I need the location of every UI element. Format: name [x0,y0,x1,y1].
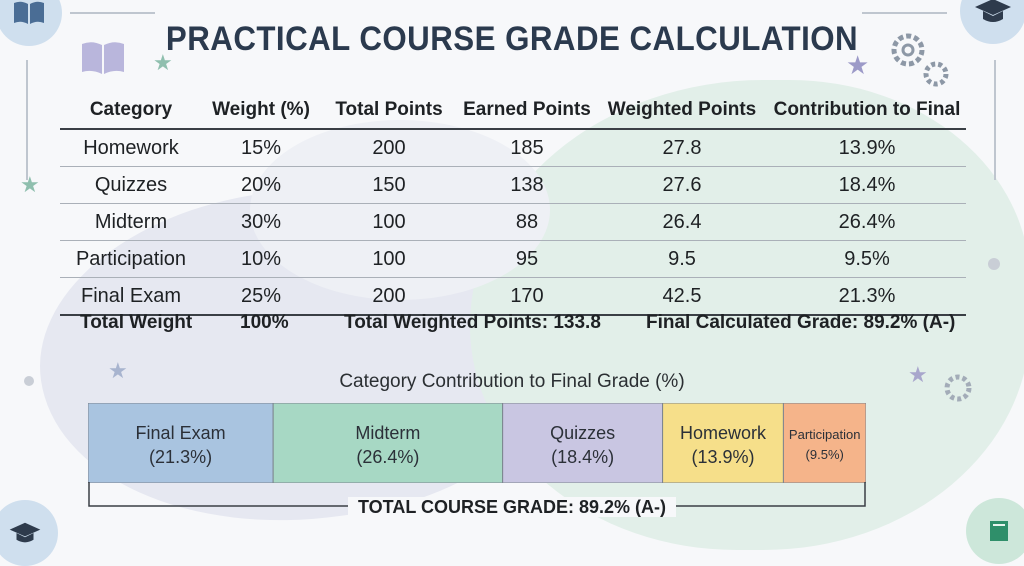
table-cell: Quizzes [60,166,202,204]
bar-segment-final-exam: Final Exam (21.3%) [88,403,274,483]
data-label: (26.4%) [356,447,419,467]
page-title: PRACTICAL COURSE GRADE CALCULATION [165,20,859,58]
table-cell: 9.5 [596,240,768,278]
table-cell: 185 [458,129,596,167]
column-header: Contribution to Final [768,92,966,130]
category-label: Quizzes [550,423,615,443]
data-label: (9.5%) [806,447,844,462]
data-label: (21.3%) [149,447,212,467]
bar-segment-quizzes: Quizzes (18.4%) [502,403,664,483]
table-cell: 100 [320,240,458,278]
dot [24,376,34,386]
table-cell: 100 [320,203,458,241]
total-weight-label: Total Weight [80,312,193,333]
table-row: Midterm 30% 100 88 26.4 26.4% [60,203,966,241]
total-weight-value: 100% [240,312,289,333]
totals-row: Total Weight 100% Total Weighted Points:… [60,306,966,340]
category-label: Participation [789,427,861,442]
table-cell: 170 [458,277,596,316]
table-row: Quizzes 20% 150 138 27.6 18.4% [60,166,966,204]
table-cell: 150 [320,166,458,204]
category-label: Midterm [355,423,420,443]
table-cell: 200 [320,277,458,316]
table-row: Participation 10% 100 95 9.5 9.5% [60,240,966,278]
table-cell: 200 [320,129,458,167]
bar [272,403,504,483]
star-icon: ★ [153,50,173,75]
category-label: Homework [680,423,767,443]
column-header: Total Points [320,92,458,130]
divider [994,60,996,180]
table-cell: Midterm [60,203,202,241]
table-cell: Final Exam [60,277,202,316]
bar-segment-participation: Participation (9.5%) [782,403,866,483]
gear-icon [884,30,954,97]
bar [782,403,866,483]
table-cell: 30% [202,203,320,241]
final-calculated-grade: Final Calculated Grade: 89.2% (A-) [646,312,956,333]
bar-segment-midterm: Midterm (26.4%) [272,403,504,483]
star-icon: ★ [108,358,128,383]
table-cell: 27.6 [596,166,768,204]
table-cell: 10% [202,240,320,278]
table-cell: 88 [458,203,596,241]
table-cell: 15% [202,129,320,167]
column-header: Weighted Points [596,92,768,130]
table-cell: 18.4% [768,166,966,204]
divider [70,12,155,14]
table-cell: 27.8 [596,129,768,167]
total-course-grade-text: TOTAL COURSE GRADE: 89.2% (A-) [347,497,677,517]
star-icon: ★ [20,172,40,197]
table-cell: 95 [458,240,596,278]
bar [662,403,784,483]
total-course-grade: TOTAL COURSE GRADE: 89.2% (A-) [0,497,1024,518]
grade-table: Category Weight (%) Total Points Earned … [60,92,966,316]
table-cell: 26.4 [596,203,768,241]
table-cell: 25% [202,277,320,316]
column-header: Earned Points [458,92,596,130]
table-cell: 42.5 [596,277,768,316]
stacked-bar-chart: Final Exam (21.3%) Midterm (26.4%) Quizzes (1… [88,403,866,483]
column-header: Category [60,92,202,130]
bar [502,403,664,483]
table-cell: 13.9% [768,129,966,167]
star-icon: ★ [846,50,870,80]
category-label: Final Exam [136,423,226,443]
table-cell: 26.4% [768,203,966,241]
book-icon [80,40,126,81]
table-cell: 9.5% [768,240,966,278]
table-header-row: Category Weight (%) Total Points Earned … [60,92,966,130]
divider [26,60,28,180]
chart-title: Category Contribution to Final Grade (%) [339,371,685,392]
divider [862,12,947,14]
data-label: (18.4%) [551,447,614,467]
table-cell: Homework [60,129,202,167]
table-row: Final Exam 25% 200 170 42.5 21.3% [60,277,966,316]
table-cell: 20% [202,166,320,204]
table-cell: 21.3% [768,277,966,316]
gear-icon [940,370,976,411]
total-weighted-points: Total Weighted Points: 133.8 [344,312,601,333]
bar [88,403,274,483]
star-icon: ★ [908,362,928,387]
contribution-chart: Final Exam (21.3%) Midterm (26.4%) Quizzes (1… [88,403,866,483]
data-label: (13.9%) [691,447,754,467]
dot [988,258,1000,270]
table-cell: Participation [60,240,202,278]
bar-segment-homework: Homework (13.9%) [662,403,784,483]
table-row: Homework 15% 200 185 27.8 13.9% [60,129,966,167]
column-header: Weight (%) [202,92,320,130]
table-cell: 138 [458,166,596,204]
